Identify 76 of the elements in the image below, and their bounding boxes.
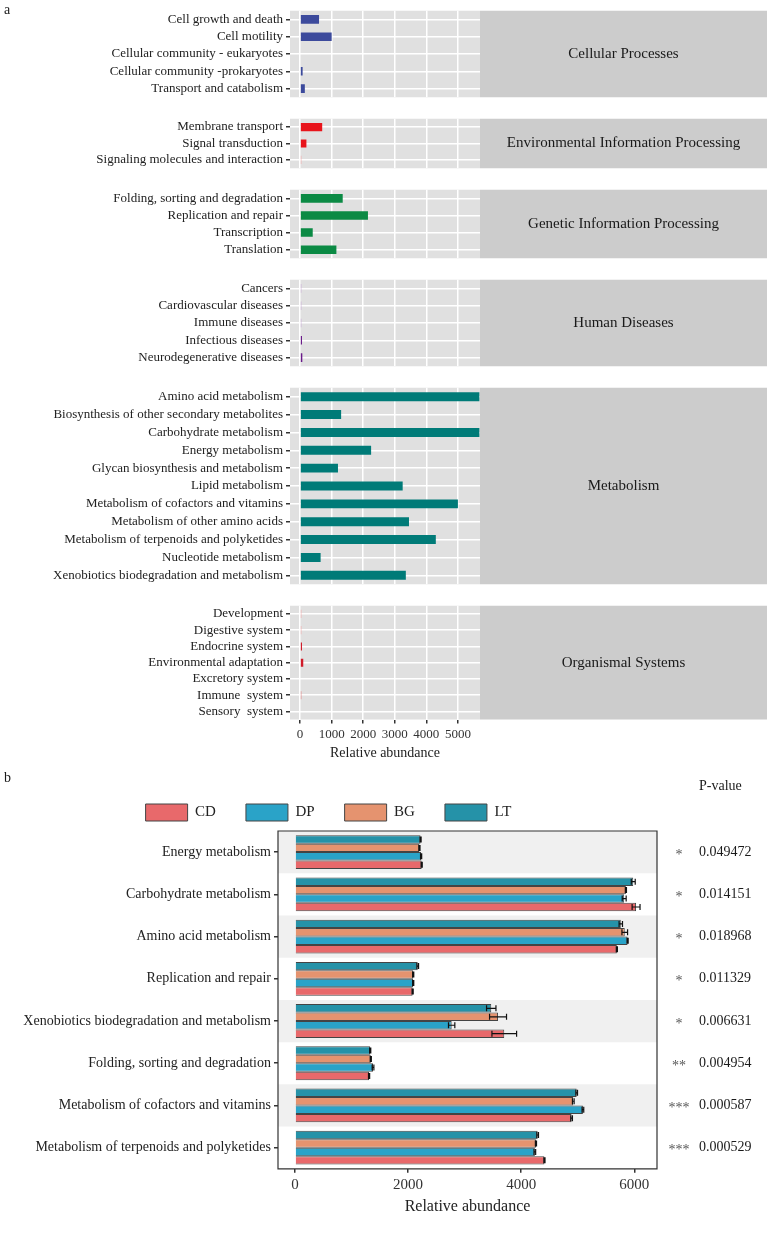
x-axis-title: Relative abundance <box>404 1196 531 1214</box>
text: Environmental Information Processing <box>506 134 741 151</box>
legend-label: DP <box>295 803 315 820</box>
y-tick-label: Folding, sorting and degradation <box>88 1054 271 1070</box>
text: Metabolism <box>587 476 660 493</box>
text: a <box>4 1 11 17</box>
y-tick-label: Excretory system <box>192 670 283 686</box>
y-tick-label: Replication and repair <box>146 970 272 986</box>
y-tick-label: Infectious diseases <box>185 331 283 347</box>
y-tick-label: Glycan biosynthesis and metabolism <box>91 459 283 475</box>
text: Organismal Systems <box>561 653 686 670</box>
text: P-value <box>699 777 742 793</box>
legend-label: LT <box>494 803 512 820</box>
x-axis-title: Relative abundance <box>329 745 441 761</box>
y-tick-label: Cell growth and death <box>167 10 284 26</box>
y-tick-label: Immune system <box>197 686 283 702</box>
y-tick-label: Sensory system <box>198 702 283 718</box>
y-tick-label: Replication and repair <box>167 206 284 222</box>
text: * 0.006631 <box>675 1012 752 1031</box>
y-tick-label: Metabolism of terpenoids and polyketides <box>35 1139 271 1155</box>
text: * 0.049472 <box>675 843 752 862</box>
legend-label: BG <box>394 803 416 820</box>
y-tick-label: Development <box>212 605 284 621</box>
y-tick-label: Metabolism of cofactors and vitamins <box>85 495 283 511</box>
y-tick-label: Digestive system <box>193 621 283 637</box>
y-tick-label: Immune diseases <box>193 314 283 330</box>
y-tick-label: Environmental adaptation <box>148 654 284 670</box>
y-tick-label: Cellular community - eukaryotes <box>111 45 283 61</box>
x-tick-label: 0 <box>296 725 304 741</box>
text: * 0.014151 <box>675 886 752 905</box>
y-tick-label: Cellular community -prokaryotes <box>109 62 283 78</box>
y-tick-label: Signaling molecules and interaction <box>96 151 284 167</box>
y-tick-label: Translation <box>224 241 284 257</box>
y-tick-label: Energy metabolism <box>181 441 283 457</box>
text: *** 0.000587 <box>668 1097 752 1116</box>
x-tick-label: 1000 <box>318 725 345 741</box>
y-tick-label: Nucleotide metabolism <box>162 548 283 564</box>
y-tick-label: Signal transduction <box>182 134 284 150</box>
text: * 0.011329 <box>675 970 751 989</box>
y-tick-label: Folding, sorting and degradation <box>113 189 284 205</box>
y-tick-label: Amino acid metabolism <box>158 388 283 404</box>
y-tick-label: Biosynthesis of other secondary metabolites <box>53 406 283 421</box>
y-tick-label: Cell motility <box>216 28 284 44</box>
y-tick-label: Transport and catabolism <box>151 79 283 95</box>
text: * 0.018968 <box>675 928 752 947</box>
y-tick-label: Lipid metabolism <box>190 477 283 493</box>
x-tick-label: 0 <box>291 1175 299 1192</box>
x-tick-label: 5000 <box>444 725 471 741</box>
y-tick-label: Metabolism of other amino acids <box>111 513 283 529</box>
y-tick-label: Xenobiotics biodegradation and metabolism <box>53 566 283 582</box>
x-tick-label: 4000 <box>506 1175 537 1192</box>
text: *** 0.000529 <box>668 1139 752 1158</box>
x-tick-label: 2000 <box>393 1175 424 1192</box>
y-tick-label: Xenobiotics biodegradation and metabolism <box>23 1012 272 1028</box>
y-tick-label: Neurodegenerative diseases <box>138 348 283 364</box>
y-tick-label: Cardiovascular diseases <box>158 297 283 313</box>
y-tick-label: Carbohydrate metabolism <box>148 423 283 439</box>
y-tick-label: Cancers <box>241 279 283 295</box>
text: Cellular Processes <box>568 44 679 61</box>
legend-label: CD <box>195 803 217 820</box>
y-tick-label: Metabolism of terpenoids and polyketides <box>64 530 283 546</box>
x-tick-label: 4000 <box>413 725 440 741</box>
y-tick-label: Amino acid metabolism <box>136 928 272 944</box>
text: b <box>4 769 11 785</box>
x-tick-label: 6000 <box>619 1175 650 1192</box>
text: Genetic Information Processing <box>528 214 720 231</box>
x-tick-label: 2000 <box>350 725 377 741</box>
y-tick-label: Energy metabolism <box>162 843 272 859</box>
text: ** 0.004954 <box>672 1054 752 1073</box>
x-tick-label: 3000 <box>381 725 408 741</box>
y-tick-label: Metabolism of cofactors and vitamins <box>58 1097 271 1113</box>
y-tick-label: Endocrine system <box>190 637 283 653</box>
text: Human Diseases <box>573 313 674 330</box>
y-tick-label: Transcription <box>213 223 284 239</box>
y-tick-label: Carbohydrate metabolism <box>125 886 272 902</box>
y-tick-label: Membrane transport <box>177 118 284 134</box>
